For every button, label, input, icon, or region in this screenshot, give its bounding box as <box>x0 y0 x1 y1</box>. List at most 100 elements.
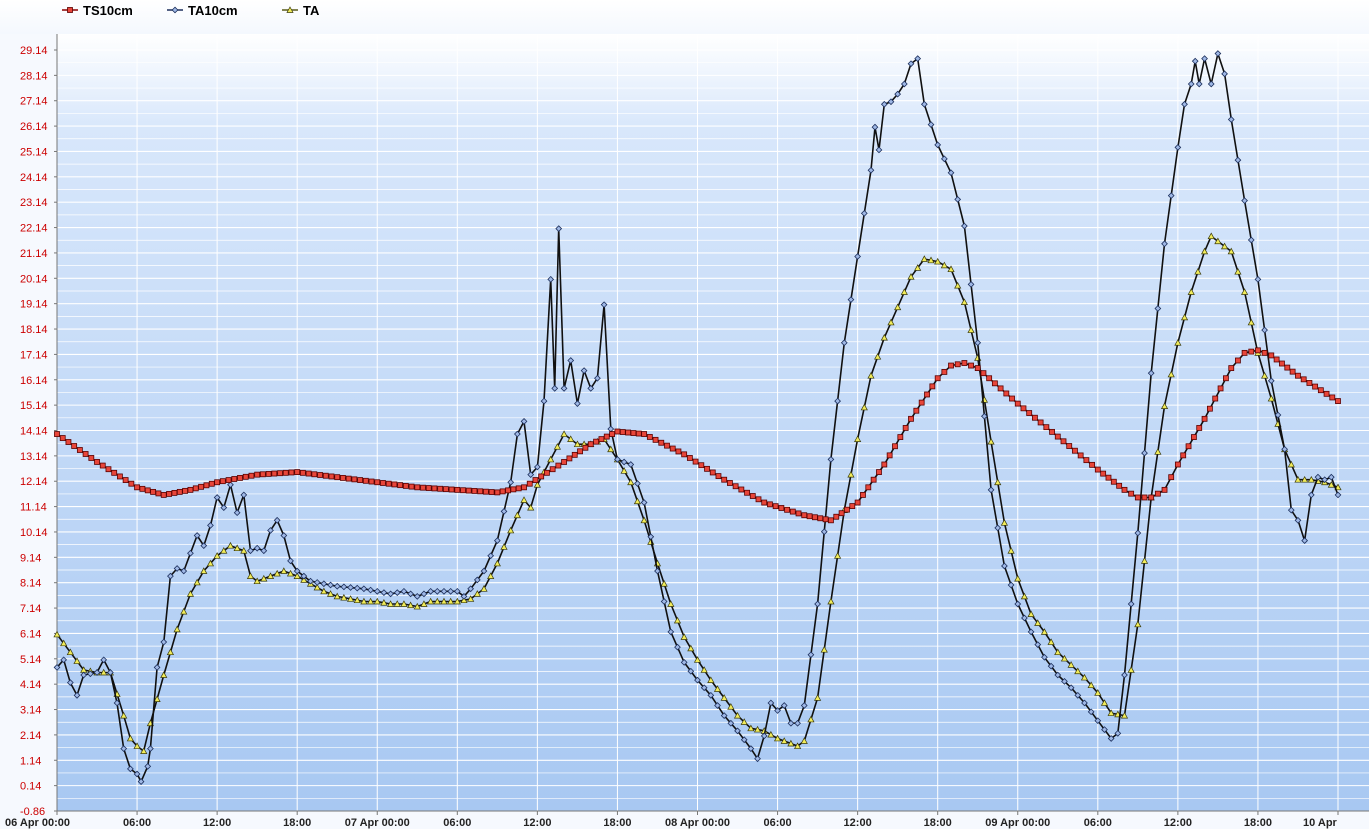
data-point <box>693 656 702 663</box>
data-point <box>1214 50 1222 57</box>
data-point <box>433 587 441 595</box>
data-point <box>207 522 214 529</box>
data-point <box>483 488 489 495</box>
data-point <box>480 567 488 575</box>
data-point <box>465 487 472 494</box>
data-point <box>667 628 675 636</box>
data-point <box>600 301 608 309</box>
data-point <box>660 579 668 587</box>
data-point <box>1191 57 1199 65</box>
data-point <box>754 755 761 763</box>
data-point <box>713 685 722 692</box>
data-point <box>373 597 381 605</box>
data-point <box>153 695 161 702</box>
data-point <box>920 255 928 262</box>
data-point <box>680 658 688 666</box>
data-point <box>1187 288 1195 295</box>
data-point <box>714 702 721 709</box>
data-point <box>700 666 708 673</box>
data-point <box>961 360 968 366</box>
data-point <box>1200 247 1209 255</box>
data-point <box>453 587 461 595</box>
data-point <box>686 455 693 461</box>
data-point <box>954 281 962 289</box>
data-point <box>440 597 448 605</box>
data-point <box>1087 681 1095 689</box>
data-point <box>80 671 88 679</box>
data-point <box>860 492 866 498</box>
data-point <box>351 476 358 483</box>
data-point <box>1201 55 1208 62</box>
data-point <box>967 326 975 333</box>
data-point <box>800 737 808 744</box>
data-point <box>561 459 567 465</box>
data-point <box>880 100 888 108</box>
data-point <box>282 469 289 476</box>
data-point <box>698 462 705 469</box>
data-point <box>507 478 515 486</box>
data-point <box>187 486 194 493</box>
data-point <box>467 585 475 593</box>
data-point <box>1174 144 1182 151</box>
data-point <box>111 469 118 476</box>
data-point <box>707 676 715 683</box>
data-point <box>171 6 179 14</box>
data-point <box>630 430 637 436</box>
data-point <box>961 222 968 230</box>
data-point <box>587 385 595 392</box>
data-point <box>827 456 835 463</box>
data-point <box>200 542 208 550</box>
data-point <box>1127 600 1135 608</box>
data-point <box>1161 486 1168 493</box>
data-point <box>320 587 328 595</box>
data-point <box>807 651 815 659</box>
data-point <box>73 657 81 664</box>
data-point <box>311 471 318 478</box>
data-point <box>357 477 363 483</box>
legend-item-TS10cm: TS10cm <box>62 3 133 18</box>
data-point <box>88 455 95 461</box>
data-point <box>614 456 621 463</box>
data-point <box>991 380 998 387</box>
data-point <box>854 499 861 506</box>
data-point <box>1247 236 1255 244</box>
data-point <box>1141 494 1148 501</box>
data-point <box>1323 390 1330 397</box>
data-point <box>193 532 201 539</box>
data-point <box>460 487 466 494</box>
data-point <box>614 428 621 435</box>
data-point <box>1187 80 1195 88</box>
data-point <box>647 533 655 541</box>
y-tick-label: 18.14 <box>20 324 48 336</box>
data-point <box>442 486 449 493</box>
data-point <box>448 486 455 493</box>
data-point <box>293 572 301 579</box>
data-point <box>407 590 414 598</box>
data-point <box>1300 376 1307 383</box>
data-point <box>166 648 175 656</box>
data-point <box>122 477 129 483</box>
y-tick-label: 26.14 <box>20 121 48 133</box>
data-point <box>144 762 152 770</box>
data-point <box>847 296 855 303</box>
data-point <box>854 435 862 442</box>
y-axis-ticks: -0.86 0.14 1.14 2.14 3.14 4.14 5.14 6.14 7.14 8.1… <box>20 45 57 818</box>
x-tick-label: 12:00 <box>523 817 551 829</box>
data-point <box>1009 395 1015 402</box>
data-point <box>140 747 148 754</box>
data-point <box>153 664 161 671</box>
x-tick-label: 06:00 <box>763 817 791 829</box>
data-point <box>840 339 848 347</box>
data-point <box>967 281 975 288</box>
data-point <box>547 275 555 283</box>
data-point <box>820 645 828 653</box>
data-point <box>620 458 628 466</box>
data-point <box>317 472 323 478</box>
data-point <box>328 473 335 480</box>
data-point <box>1287 460 1295 468</box>
data-point <box>1140 557 1149 564</box>
data-point <box>1120 711 1129 719</box>
data-point <box>300 469 306 476</box>
data-point <box>767 699 775 707</box>
data-point <box>834 552 842 559</box>
